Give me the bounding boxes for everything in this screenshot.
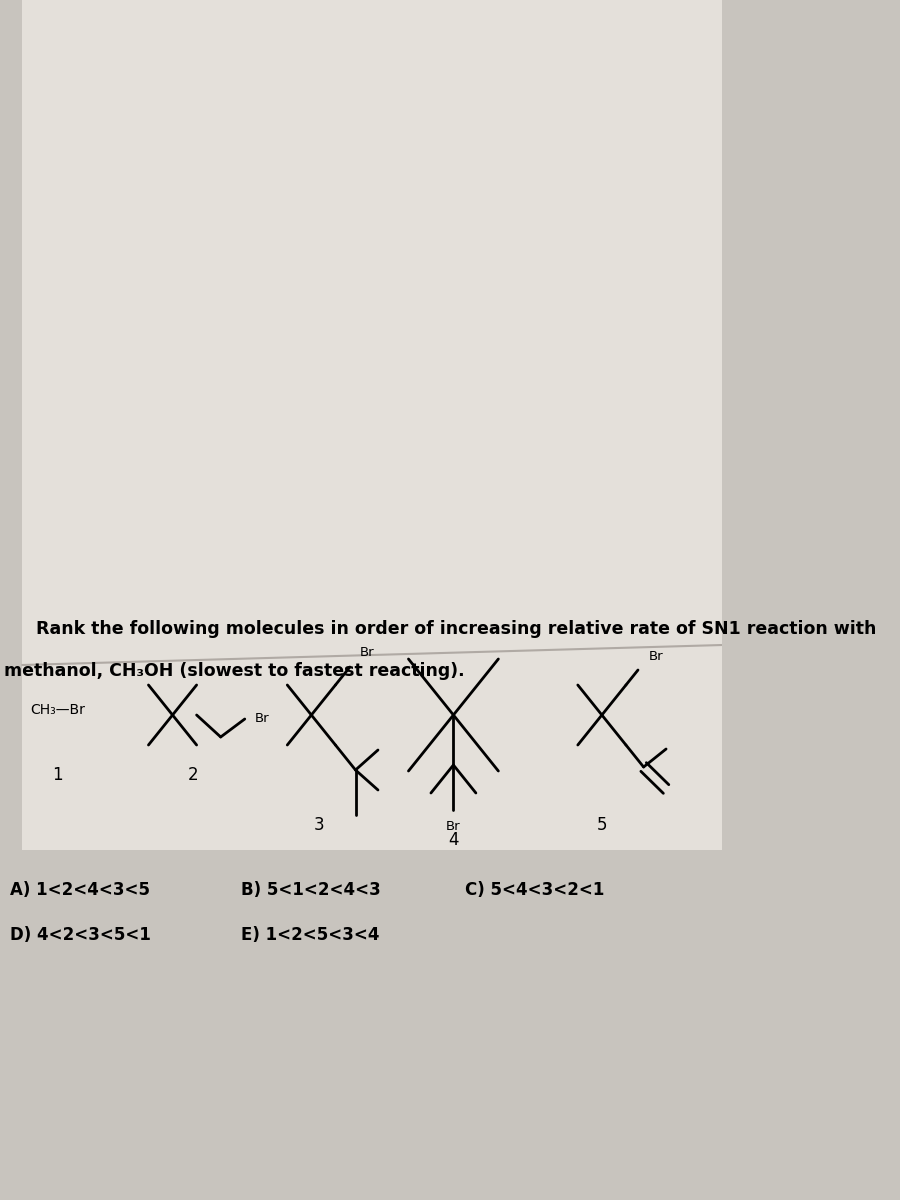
Text: 4: 4	[448, 830, 459, 850]
Polygon shape	[22, 0, 723, 850]
Text: 5: 5	[597, 816, 608, 834]
Text: 3: 3	[314, 816, 325, 834]
Text: Br: Br	[648, 650, 663, 664]
Text: C) 5<4<3<2<1: C) 5<4<3<2<1	[465, 881, 605, 899]
Text: Br: Br	[360, 646, 375, 659]
Text: CH₃—Br: CH₃—Br	[31, 703, 86, 718]
Text: A) 1<2<4<3<5: A) 1<2<4<3<5	[10, 881, 149, 899]
Text: Br: Br	[446, 821, 461, 834]
Text: Rank the following molecules in order of increasing relative rate of SN1 reactio: Rank the following molecules in order of…	[36, 620, 877, 638]
Text: Br: Br	[255, 713, 270, 726]
Polygon shape	[22, 0, 723, 850]
Text: 1: 1	[52, 766, 63, 784]
Text: B) 5<1<2<4<3: B) 5<1<2<4<3	[241, 881, 381, 899]
Text: methanol, CH₃OH (slowest to fastest reacting).: methanol, CH₃OH (slowest to fastest reac…	[4, 662, 464, 680]
Text: 2: 2	[187, 766, 198, 784]
Text: D) 4<2<3<5<1: D) 4<2<3<5<1	[10, 926, 150, 944]
Text: E) 1<2<5<3<4: E) 1<2<5<3<4	[241, 926, 379, 944]
